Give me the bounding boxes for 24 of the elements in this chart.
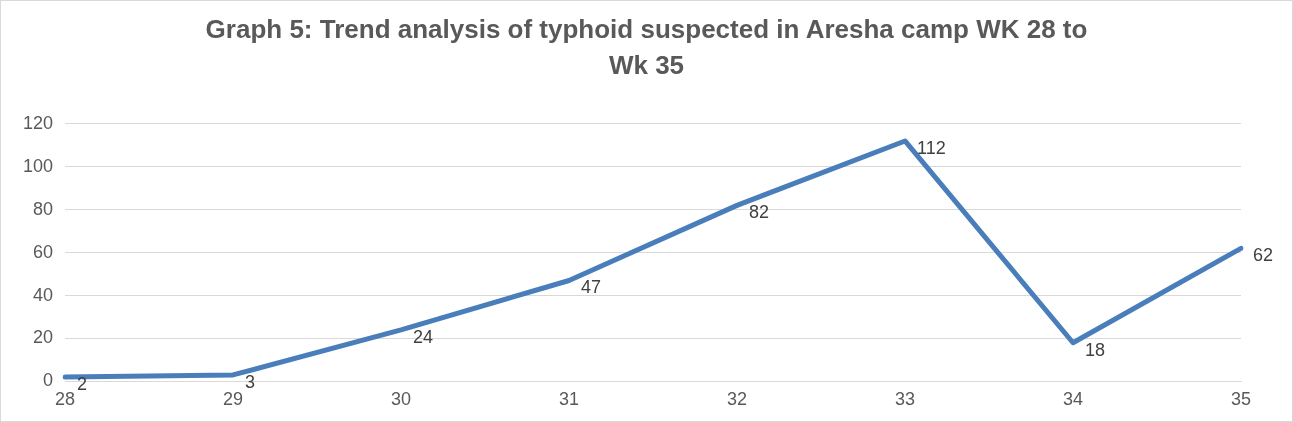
data-label: 62	[1253, 245, 1274, 266]
data-label: 47	[581, 277, 602, 298]
x-tick-label: 31	[559, 389, 580, 410]
y-tick-label: 20	[33, 327, 54, 348]
data-label: 2	[77, 374, 88, 395]
y-tick-label: 100	[22, 155, 54, 176]
x-tick-label: 33	[894, 389, 916, 410]
y-tick-label: 80	[33, 198, 54, 219]
y-tick-label: 0	[43, 370, 54, 391]
x-tick-label: 28	[55, 389, 76, 410]
x-tick-label: 32	[727, 389, 748, 410]
chart-title: Graph 5: Trend analysis of typhoid suspected in Aresha camp WK 28 to Wk 35	[204, 13, 1089, 82]
x-tick-label: 29	[223, 389, 244, 410]
x-tick-label: 35	[1230, 389, 1252, 410]
y-tick-label: 60	[33, 241, 54, 262]
y-tick-label: 40	[33, 284, 54, 305]
x-tick-label: 34	[1062, 389, 1084, 410]
data-label: 82	[749, 202, 770, 223]
data-label: 3	[245, 371, 256, 392]
data-label: 112	[917, 137, 946, 158]
data-label: 18	[1085, 339, 1106, 360]
data-label: 24	[413, 326, 434, 347]
x-tick-label: 30	[391, 389, 412, 410]
y-tick-label: 120	[22, 112, 54, 133]
